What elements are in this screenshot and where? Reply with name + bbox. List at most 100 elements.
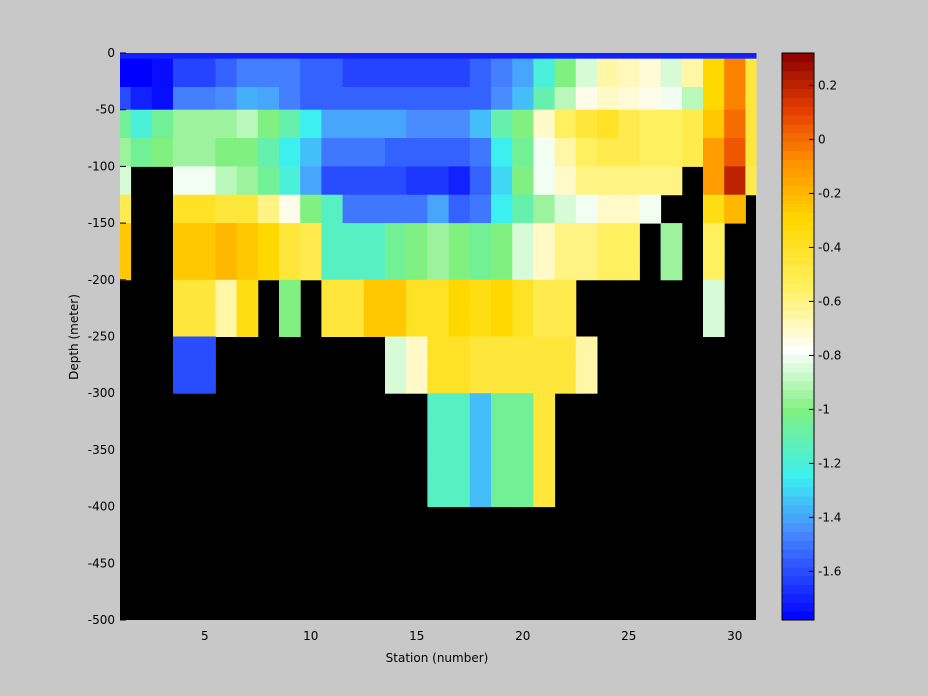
- heatmap-cell: [363, 166, 386, 196]
- colorbar-swatch: [782, 88, 814, 98]
- colorbar-swatch: [782, 274, 814, 284]
- heatmap-cell: [469, 58, 492, 88]
- heatmap-cell: [554, 87, 577, 111]
- heatmap-cell: [512, 308, 534, 337]
- heatmap-cell: [385, 336, 407, 366]
- heatmap-cell: [533, 449, 556, 479]
- colorbar-swatch: [782, 301, 814, 311]
- heatmap-cell: [618, 166, 640, 196]
- colorbar-swatch: [782, 549, 814, 559]
- heatmap-cell: [703, 138, 725, 167]
- heatmap-cell: [512, 166, 534, 196]
- heatmap-cell: [427, 87, 450, 111]
- heatmap-cell: [427, 109, 450, 139]
- heatmap-cell: [363, 87, 386, 111]
- heatmap-cell: [512, 53, 534, 60]
- heatmap-cell: [194, 87, 216, 111]
- heatmap-cell: [512, 223, 534, 252]
- heatmap-cell: [300, 53, 322, 60]
- heatmap-cell: [639, 138, 662, 167]
- heatmap-plot-area: [120, 53, 757, 620]
- heatmap-cell: [120, 166, 132, 196]
- x-tick-label: 5: [201, 629, 209, 643]
- heatmap-cell: [385, 308, 407, 337]
- colorbar-swatch: [782, 97, 814, 107]
- colorbar-swatch: [782, 460, 814, 470]
- heatmap-cell: [120, 109, 132, 139]
- heatmap-cell: [406, 223, 428, 252]
- colorbar-swatch: [782, 469, 814, 479]
- heatmap-cell: [448, 308, 471, 337]
- heatmap-cell: [703, 109, 725, 139]
- heatmap-cell: [120, 223, 132, 252]
- heatmap-cell: [554, 53, 577, 60]
- heatmap-cell: [597, 53, 619, 60]
- heatmap-cell: [406, 58, 428, 88]
- heatmap-cell: [385, 364, 407, 394]
- heatmap-cell: [554, 166, 577, 196]
- heatmap-cell: [703, 53, 725, 60]
- heatmap-cell: [236, 251, 259, 281]
- heatmap-cell: [279, 58, 301, 88]
- heatmap-cell: [554, 308, 577, 337]
- colorbar-swatch: [782, 79, 814, 89]
- heatmap-cell: [533, 336, 556, 366]
- x-tick-label: 20: [515, 629, 530, 643]
- heatmap-cell: [173, 364, 195, 394]
- colorbar-swatch: [782, 380, 814, 391]
- heatmap-cell: [639, 166, 662, 196]
- heatmap-cell: [491, 109, 513, 139]
- heatmap-cell: [512, 421, 534, 451]
- heatmap-cell: [597, 58, 619, 88]
- heatmap-cell: [215, 138, 238, 167]
- colorbar-swatch: [782, 611, 814, 621]
- heatmap-cell: [724, 87, 746, 111]
- heatmap-cell: [194, 223, 216, 252]
- heatmap-cell: [173, 336, 195, 366]
- heatmap-cell: [321, 138, 344, 167]
- heatmap-cell: [427, 251, 450, 281]
- heatmap-cell: [342, 53, 365, 60]
- colorbar-swatch: [782, 309, 814, 320]
- heatmap-cell: [724, 109, 746, 139]
- heatmap-cell: [469, 138, 492, 167]
- colorbar-tick-label: -0.8: [818, 348, 841, 362]
- colorbar-swatch: [782, 345, 814, 355]
- heatmap-cell: [385, 223, 407, 252]
- heatmap-cell: [279, 53, 301, 60]
- heatmap-cell: [215, 308, 238, 337]
- heatmap-cell: [554, 138, 577, 167]
- heatmap-cell: [406, 138, 428, 167]
- heatmap-cell: [575, 194, 598, 224]
- y-tick-label: -150: [88, 216, 115, 230]
- colorbar-swatch: [782, 61, 814, 72]
- heatmap-cell: [385, 279, 407, 309]
- colorbar-swatch: [782, 593, 814, 603]
- colorbar-swatch: [782, 256, 814, 267]
- heatmap-cell: [215, 251, 238, 281]
- heatmap-cell: [639, 194, 662, 224]
- heatmap-cell: [236, 138, 259, 167]
- heatmap-cell: [533, 223, 556, 252]
- heatmap-cell: [533, 478, 556, 508]
- heatmap-cell: [130, 53, 153, 60]
- heatmap-cell: [300, 87, 322, 111]
- heatmap-cell: [120, 251, 132, 281]
- colorbar-swatch: [782, 575, 814, 586]
- heatmap-cell: [385, 194, 407, 224]
- heatmap-cell: [575, 58, 598, 88]
- heatmap-cell: [703, 87, 725, 111]
- heatmap-cell: [342, 138, 365, 167]
- colorbar-swatch: [782, 327, 814, 337]
- colorbar-swatch: [782, 433, 814, 444]
- colorbar-swatch: [782, 230, 814, 240]
- heatmap-cell: [427, 166, 450, 196]
- heatmap-cell: [533, 279, 556, 309]
- heatmap-cell: [703, 251, 725, 281]
- heatmap-cell: [469, 223, 492, 252]
- heatmap-cell: [151, 87, 174, 111]
- heatmap-cell: [469, 393, 492, 423]
- heatmap-cell: [279, 109, 301, 139]
- heatmap-cell: [321, 109, 344, 139]
- heatmap-cell: [236, 223, 259, 252]
